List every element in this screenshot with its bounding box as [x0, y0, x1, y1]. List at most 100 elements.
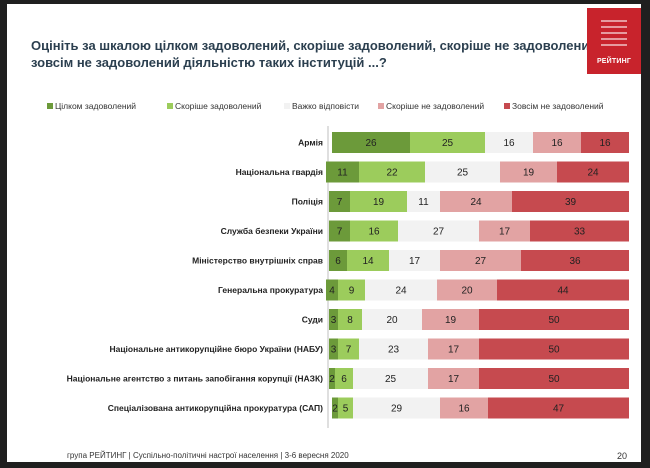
data-label-fully-satisfied: 3	[331, 315, 337, 326]
bar-segment-not-satisfied	[479, 338, 629, 360]
data-label-rather-satisfied: 9	[349, 286, 355, 297]
logo-icon	[601, 20, 627, 46]
legend-label-not-satisfied: Зовсім не задоволений	[512, 101, 604, 111]
data-label-rather-dissatisfied: 17	[448, 345, 460, 356]
data-label-not-satisfied: 44	[557, 286, 569, 297]
footer-text: група РЕЙТИНГ | Суспільно-політичні наст…	[67, 451, 349, 460]
bar-segment-not-satisfied	[479, 368, 629, 389]
legend-item-fully-satisfied: Цілком задоволений	[47, 101, 136, 111]
bar-segment-fully-satisfied	[332, 397, 338, 419]
bar-segment-rather-satisfied	[338, 309, 362, 330]
data-label-not-satisfied: 50	[548, 315, 560, 326]
bar-segment-rather-dissatisfied	[428, 338, 479, 360]
bar-segment-hard-to-say	[425, 161, 500, 183]
data-label-not-satisfied: 50	[548, 374, 560, 385]
data-label-hard-to-say: 29	[391, 404, 403, 415]
data-label-fully-satisfied: 7	[337, 227, 343, 238]
data-label-fully-satisfied: 4	[329, 286, 335, 297]
bar-segment-rather-dissatisfied	[479, 220, 530, 242]
bar-segment-rather-satisfied	[350, 191, 407, 212]
data-label-hard-to-say: 23	[388, 345, 400, 356]
data-label-rather-satisfied: 25	[442, 138, 454, 149]
data-label-not-satisfied: 24	[587, 168, 599, 179]
category-label: Міністерство внутрішніх справ	[192, 256, 323, 266]
data-label-rather-satisfied: 22	[386, 168, 398, 179]
bar-segment-not-satisfied	[512, 191, 629, 212]
category-label: Служба безпеки України	[221, 226, 323, 236]
data-label-rather-satisfied: 6	[341, 374, 347, 385]
bar-segment-fully-satisfied	[329, 309, 338, 330]
bar-segment-not-satisfied	[497, 279, 629, 301]
bar-segment-not-satisfied	[521, 250, 629, 271]
legend-swatch-not-satisfied	[504, 103, 510, 109]
data-label-hard-to-say: 16	[503, 138, 515, 149]
bar-segment-hard-to-say	[362, 309, 422, 330]
data-label-rather-dissatisfied: 17	[499, 227, 511, 238]
bar-segment-rather-satisfied	[359, 161, 425, 183]
category-label: Спеціалізована антикорупційна прокуратур…	[108, 403, 323, 413]
bar-segment-fully-satisfied	[329, 220, 350, 242]
data-label-fully-satisfied: 11	[337, 168, 348, 179]
bar-segment-not-satisfied	[488, 397, 629, 419]
bar-segment-rather-satisfied	[347, 250, 389, 271]
data-label-rather-satisfied: 5	[343, 404, 349, 415]
chart-title-line-1: Оцініть за шкалою цілком задоволений, ск…	[31, 38, 601, 53]
bar-segment-fully-satisfied	[329, 191, 350, 212]
bar-segment-rather-satisfied	[350, 220, 398, 242]
data-label-rather-satisfied: 16	[368, 227, 380, 238]
data-label-rather-satisfied: 14	[362, 256, 374, 267]
data-label-fully-satisfied: 2	[329, 374, 335, 385]
slide: Оцініть за шкалою цілком задоволений, ск…	[7, 4, 641, 462]
legend-label-fully-satisfied: Цілком задоволений	[55, 101, 137, 111]
data-label-not-satisfied: 47	[553, 404, 565, 415]
data-label-fully-satisfied: 6	[335, 256, 341, 267]
data-label-rather-satisfied: 7	[346, 345, 352, 356]
page-number: 20	[617, 451, 628, 461]
bar-segment-not-satisfied	[581, 132, 629, 153]
bar-segment-hard-to-say	[389, 250, 440, 271]
category-label: Національне антикорупційне бюро України …	[109, 344, 323, 354]
bar-segment-not-satisfied	[479, 309, 629, 330]
data-label-hard-to-say: 25	[385, 374, 397, 385]
logo-text: РЕЙТИНГ	[596, 58, 632, 65]
bar-segment-not-satisfied	[557, 161, 629, 183]
bar-segment-fully-satisfied	[326, 279, 338, 301]
chart-title-line-2: зовсім не задоволений діяльністю таких і…	[31, 55, 387, 70]
data-label-rather-dissatisfied: 24	[470, 197, 482, 208]
category-label: Армія	[298, 138, 323, 148]
legend-label-hard-to-say: Важко відповісти	[292, 101, 359, 111]
legend-item-rather-satisfied: Скоріше задоволений	[167, 101, 261, 111]
data-label-rather-dissatisfied: 19	[523, 168, 535, 179]
data-label-not-satisfied: 33	[574, 227, 586, 238]
data-label-hard-to-say: 20	[386, 315, 398, 326]
data-label-rather-dissatisfied: 17	[448, 374, 460, 385]
bar-segment-rather-satisfied	[338, 338, 359, 360]
bar-segment-hard-to-say	[485, 132, 533, 153]
data-label-rather-dissatisfied: 27	[475, 256, 487, 267]
legend-item-not-satisfied: Зовсім не задоволений	[504, 101, 604, 111]
category-label: Національна гвардія	[236, 167, 323, 177]
legend-label-rather-dissatisfied: Скоріше не задоволений	[386, 101, 485, 111]
data-label-hard-to-say: 27	[433, 227, 445, 238]
bar-segment-rather-dissatisfied	[440, 191, 512, 212]
bar-segment-hard-to-say	[353, 368, 428, 389]
bar-segment-rather-satisfied	[410, 132, 485, 153]
data-label-hard-to-say: 25	[457, 168, 469, 179]
bar-segment-rather-satisfied	[338, 279, 365, 301]
bar-segment-hard-to-say	[407, 191, 440, 212]
bar-segment-fully-satisfied	[329, 368, 335, 389]
data-label-hard-to-say: 24	[395, 286, 407, 297]
bar-segment-hard-to-say	[353, 397, 440, 419]
data-label-not-satisfied: 16	[599, 138, 611, 149]
bar-segment-hard-to-say	[398, 220, 479, 242]
category-label: Генеральна прокуратура	[218, 285, 323, 295]
data-label-rather-dissatisfied: 19	[445, 315, 457, 326]
legend-item-rather-dissatisfied: Скоріше не задоволений	[378, 101, 484, 111]
bar-segment-not-satisfied	[530, 220, 629, 242]
bar-segment-fully-satisfied	[332, 132, 410, 153]
category-label: Поліція	[292, 197, 323, 207]
data-label-fully-satisfied: 7	[337, 197, 343, 208]
bar-segment-fully-satisfied	[326, 161, 359, 183]
bar-segment-rather-dissatisfied	[500, 161, 557, 183]
